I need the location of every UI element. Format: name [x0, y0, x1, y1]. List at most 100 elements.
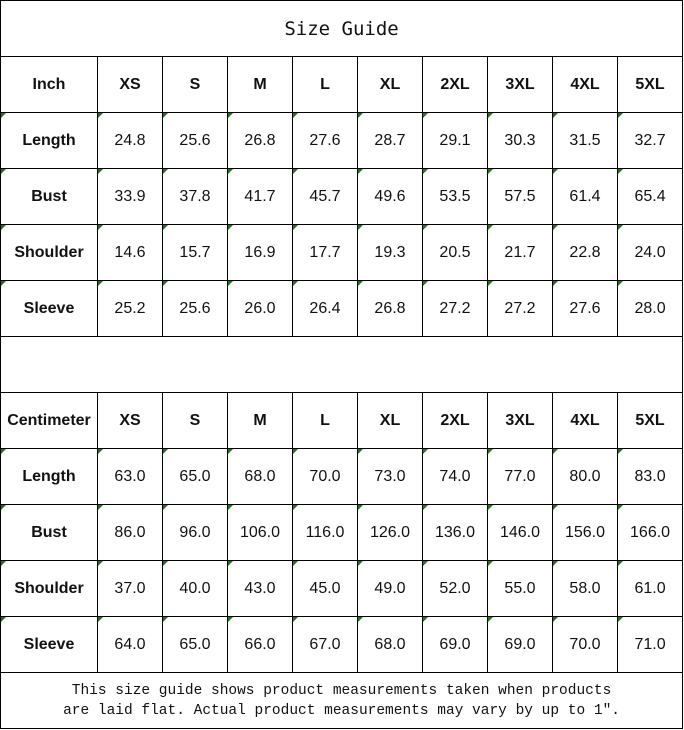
measurement-cell: 37.8 — [162, 168, 228, 225]
measurement-cell: 116.0 — [292, 504, 358, 561]
measurement-cell: 41.7 — [227, 168, 293, 225]
measurement-cell: 27.2 — [487, 280, 553, 337]
measurement-cell: 49.0 — [357, 560, 423, 617]
measurement-cell: 80.0 — [552, 448, 618, 505]
unit-header: Inch — [0, 56, 98, 113]
table-row: Length 63.0 65.0 68.0 70.0 73.0 74.0 77.0 80.0 83… — [0, 448, 684, 505]
measurement-cell: 45.0 — [292, 560, 358, 617]
table-row: Length 24.8 25.6 26.8 27.6 28.7 29.1 30.3 31.5 32… — [0, 112, 684, 169]
unit-header: Centimeter — [0, 392, 98, 449]
measurement-cell: 106.0 — [227, 504, 293, 561]
size-header: 4XL — [552, 392, 618, 449]
measurement-cell: 52.0 — [422, 560, 488, 617]
measurement-cell: 32.7 — [616, 112, 684, 169]
measurement-cell: 26.0 — [227, 280, 293, 337]
measurement-cell: 25.6 — [162, 280, 228, 337]
size-header: XS — [97, 392, 163, 449]
measurement-cell: 28.0 — [616, 280, 684, 337]
measurement-cell: 83.0 — [616, 448, 684, 505]
row-label: Sleeve — [0, 616, 98, 673]
size-header: M — [227, 56, 293, 113]
table-row: Shoulder 37.0 40.0 43.0 45.0 49.0 52.0 55.0 58.0… — [0, 560, 684, 617]
measurement-cell: 156.0 — [552, 504, 618, 561]
measurement-cell: 86.0 — [97, 504, 163, 561]
note-line-1: This size guide shows product measuremen… — [71, 683, 612, 699]
table-row: Bust 33.9 37.8 41.7 45.7 49.6 53.5 57.5 61.4 65.4 — [0, 168, 684, 225]
measurement-cell: 57.5 — [487, 168, 553, 225]
row-label: Sleeve — [0, 280, 98, 337]
measurement-cell: 77.0 — [487, 448, 553, 505]
spacer-row — [0, 336, 684, 393]
measurement-cell: 29.1 — [422, 112, 488, 169]
size-header: XS — [97, 56, 163, 113]
measurement-cell: 19.3 — [357, 224, 423, 281]
size-header: 5XL — [616, 56, 684, 113]
measurement-cell: 24.8 — [97, 112, 163, 169]
measurement-cell: 22.8 — [552, 224, 618, 281]
measurement-cell: 126.0 — [357, 504, 423, 561]
measurement-cell: 65.4 — [616, 168, 684, 225]
spacer-cell — [0, 336, 684, 393]
measurement-cell: 53.5 — [422, 168, 488, 225]
size-header: XL — [357, 56, 423, 113]
size-header: 3XL — [487, 392, 553, 449]
measurement-cell: 65.0 — [162, 448, 228, 505]
size-header: S — [162, 56, 228, 113]
header-row: Centimeter XS S M L XL 2XL 3XL 4XL 5XL — [0, 392, 684, 449]
measurement-note: This size guide shows product measuremen… — [0, 672, 684, 729]
measurement-cell: 27.6 — [292, 112, 358, 169]
measurement-cell: 166.0 — [616, 504, 684, 561]
title-row: Size Guide — [0, 0, 684, 57]
note-row: This size guide shows product measuremen… — [0, 672, 684, 729]
size-header: XL — [357, 392, 423, 449]
measurement-cell: 61.0 — [616, 560, 684, 617]
measurement-cell: 27.6 — [552, 280, 618, 337]
measurement-cell: 26.8 — [227, 112, 293, 169]
table-row: Bust 86.0 96.0 106.0 116.0 126.0 136.0 146.0 156… — [0, 504, 684, 561]
measurement-cell: 30.3 — [487, 112, 553, 169]
measurement-cell: 73.0 — [357, 448, 423, 505]
measurement-cell: 20.5 — [422, 224, 488, 281]
measurement-cell: 63.0 — [97, 448, 163, 505]
measurement-cell: 58.0 — [552, 560, 618, 617]
measurement-cell: 68.0 — [227, 448, 293, 505]
table-row: Sleeve 25.2 25.6 26.0 26.4 26.8 27.2 27.2 27.6 28… — [0, 280, 684, 337]
note-line-2: are laid flat. Actual product measuremen… — [63, 703, 620, 719]
measurement-cell: 43.0 — [227, 560, 293, 617]
measurement-cell: 25.6 — [162, 112, 228, 169]
row-label: Bust — [0, 504, 98, 561]
header-row: Inch XS S M L XL 2XL 3XL 4XL 5XL — [0, 56, 684, 113]
row-label: Length — [0, 448, 98, 505]
table-row: Sleeve 64.0 65.0 66.0 67.0 68.0 69.0 69.0 70.0 71… — [0, 616, 684, 673]
measurement-cell: 96.0 — [162, 504, 228, 561]
measurement-cell: 65.0 — [162, 616, 228, 673]
measurement-cell: 67.0 — [292, 616, 358, 673]
measurement-cell: 69.0 — [422, 616, 488, 673]
measurement-cell: 27.2 — [422, 280, 488, 337]
size-header: 3XL — [487, 56, 553, 113]
measurement-cell: 33.9 — [97, 168, 163, 225]
row-label: Bust — [0, 168, 98, 225]
measurement-cell: 21.7 — [487, 224, 553, 281]
size-header: 2XL — [422, 56, 488, 113]
measurement-cell: 14.6 — [97, 224, 163, 281]
size-header: L — [292, 56, 358, 113]
measurement-cell: 49.6 — [357, 168, 423, 225]
size-header: S — [162, 392, 228, 449]
measurement-cell: 17.7 — [292, 224, 358, 281]
measurement-cell: 40.0 — [162, 560, 228, 617]
measurement-cell: 31.5 — [552, 112, 618, 169]
measurement-cell: 74.0 — [422, 448, 488, 505]
size-header: 2XL — [422, 392, 488, 449]
measurement-cell: 45.7 — [292, 168, 358, 225]
measurement-cell: 66.0 — [227, 616, 293, 673]
size-header: L — [292, 392, 358, 449]
size-header: 4XL — [552, 56, 618, 113]
measurement-cell: 71.0 — [616, 616, 684, 673]
measurement-cell: 26.4 — [292, 280, 358, 337]
measurement-cell: 28.7 — [357, 112, 423, 169]
measurement-cell: 26.8 — [357, 280, 423, 337]
measurement-cell: 69.0 — [487, 616, 553, 673]
